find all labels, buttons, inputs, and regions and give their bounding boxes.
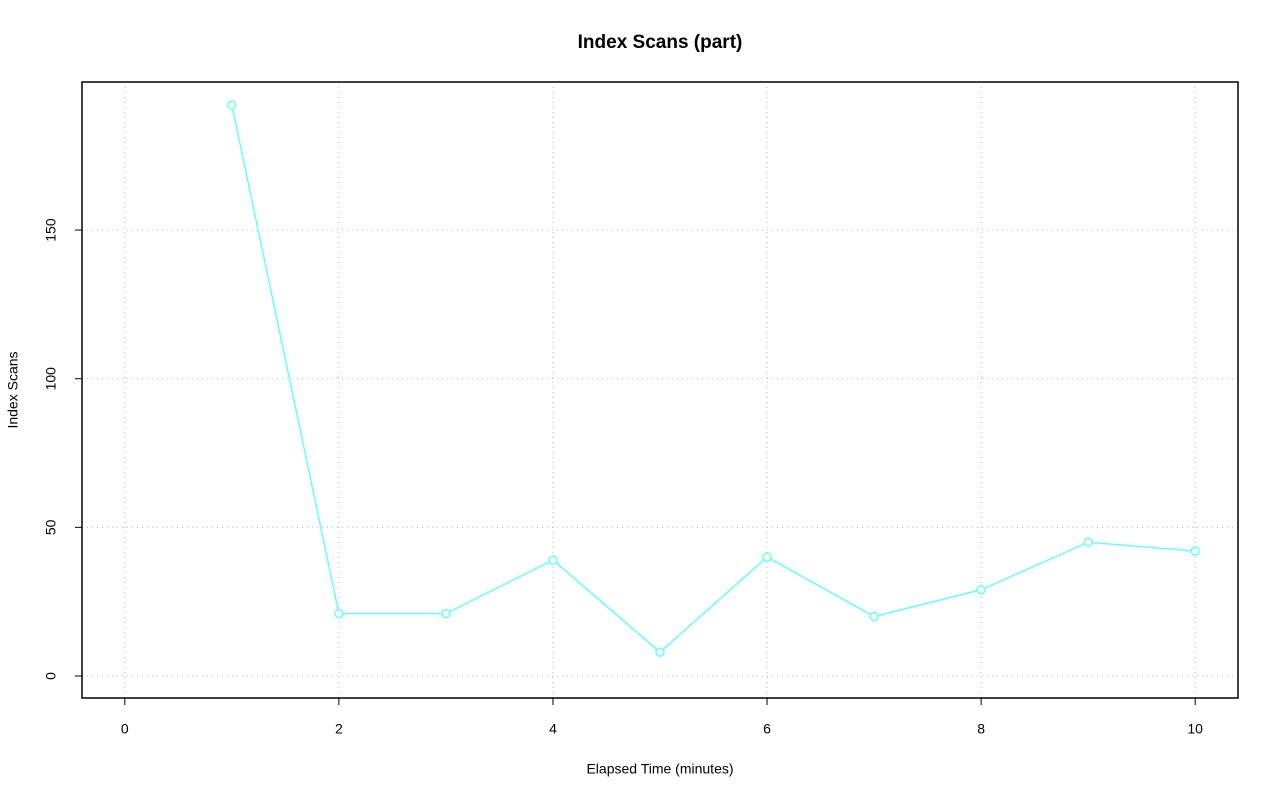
x-axis-label: Elapsed Time (minutes) — [586, 761, 733, 777]
data-point — [548, 555, 558, 565]
data-point — [976, 585, 986, 595]
data-point — [1190, 546, 1200, 556]
y-tick-label: 0 — [43, 672, 59, 680]
x-tick-label: 4 — [549, 721, 557, 737]
data-point — [1083, 537, 1093, 547]
chart-title: Index Scans (part) — [578, 32, 743, 53]
data-point — [869, 611, 879, 622]
y-axis-label: Index Scans — [5, 351, 21, 428]
x-tick-label: 8 — [977, 721, 985, 737]
x-tick-label: 10 — [1187, 721, 1203, 737]
x-tick-label: 0 — [121, 721, 129, 737]
y-tick-label: 50 — [43, 519, 59, 535]
x-tick-label: 6 — [763, 721, 771, 737]
data-point — [227, 100, 237, 110]
plot-frame — [81, 81, 1239, 699]
data-point — [441, 608, 451, 619]
data-point — [655, 647, 665, 657]
x-tick-label: 2 — [335, 721, 343, 737]
y-tick-label: 150 — [43, 218, 59, 242]
data-point — [334, 608, 344, 619]
data-line — [231, 105, 1196, 654]
y-tick-label: 100 — [43, 367, 59, 391]
data-point — [762, 552, 772, 562]
